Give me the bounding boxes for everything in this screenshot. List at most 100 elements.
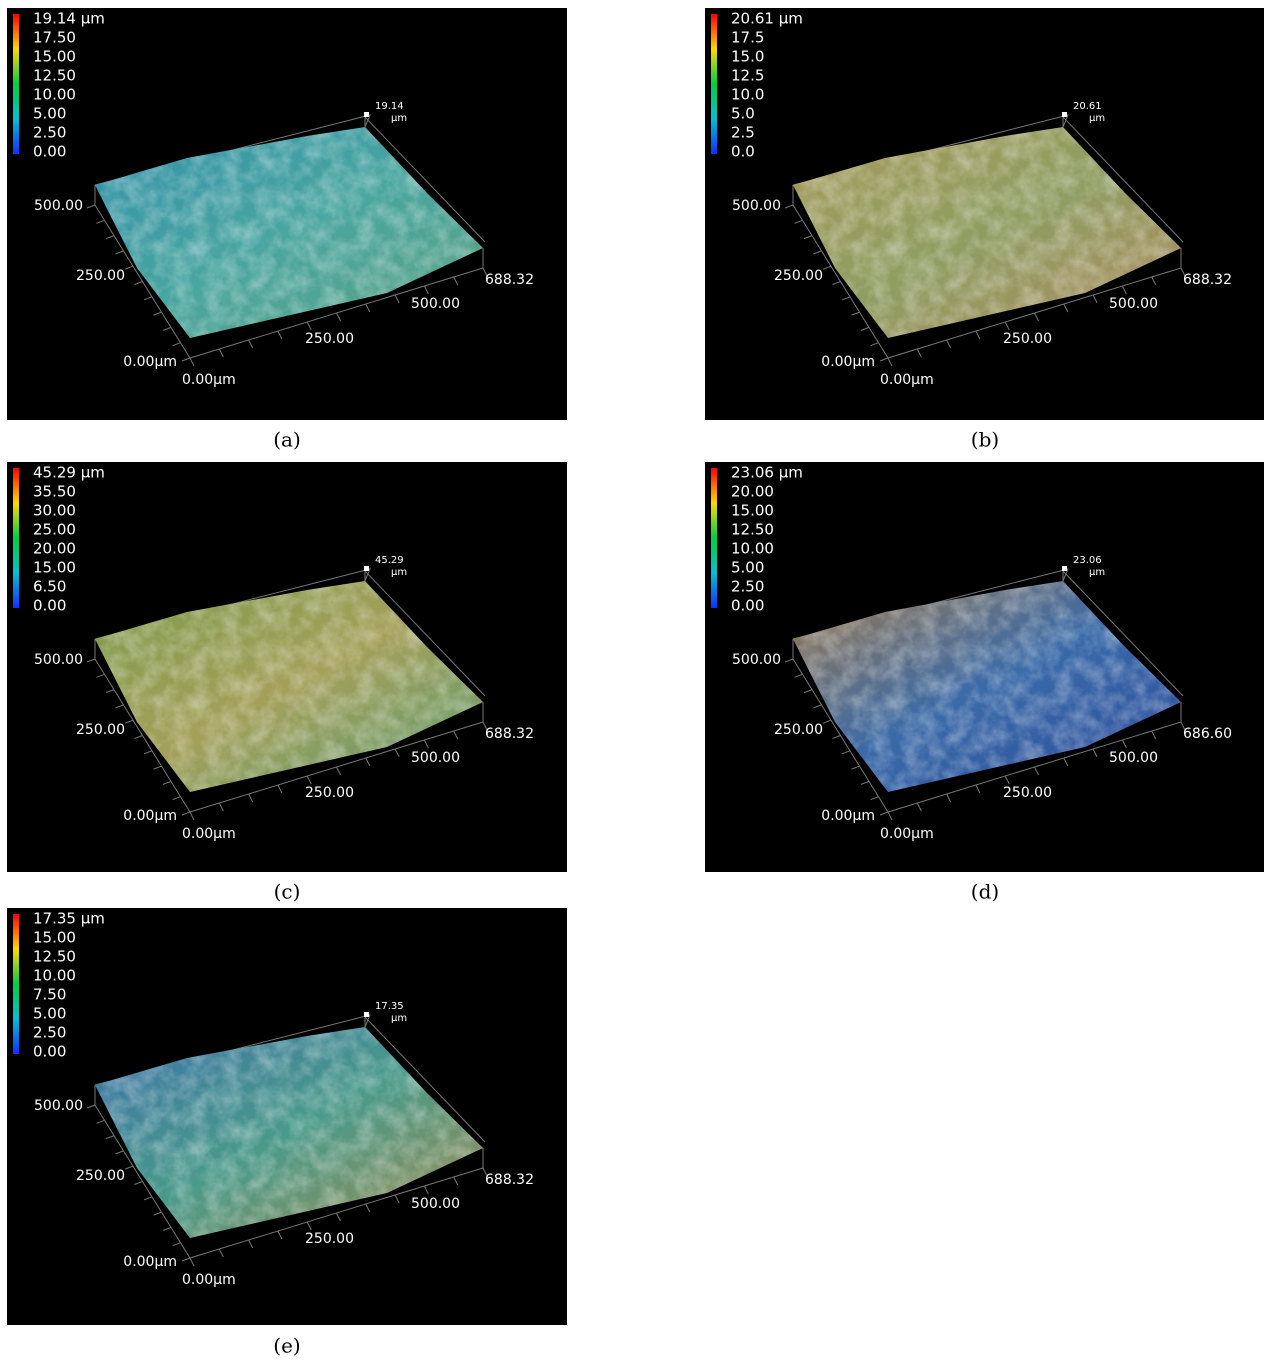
z-value: 23.06 [1073, 555, 1102, 566]
y-axis-label: 250.00 [76, 1168, 125, 1184]
x-axis-label: 250.00 [305, 1231, 354, 1247]
legend-tick: 10.00 [33, 967, 76, 985]
x-axis-label: 688.32 [485, 1172, 534, 1188]
z-unit: µm [1089, 567, 1105, 578]
y-axis-label: 0.00µm [821, 354, 875, 370]
y-axis-label: 0.00µm [123, 1254, 177, 1270]
z-unit: µm [391, 1013, 407, 1024]
x-axis-label: 0.00µm [880, 372, 934, 388]
legend-tick: 17.5 [731, 29, 764, 47]
caption: (d) [971, 880, 999, 904]
panel: 23.06µm23.06 µm20.0015.0012.5010.005.002… [705, 462, 1264, 872]
x-axis-label: 250.00 [305, 785, 354, 801]
z-marker [364, 566, 369, 571]
legend-tick: 17.50 [33, 29, 76, 47]
legend-tick: 2.50 [33, 124, 66, 142]
x-axis-label: 500.00 [411, 750, 460, 766]
x-axis-label: 0.00µm [182, 1272, 236, 1288]
color-bar [13, 14, 19, 154]
legend-tick: 5.00 [33, 1005, 66, 1023]
z-marker [364, 112, 369, 117]
legend-title: 45.29 µm [33, 464, 105, 482]
legend-tick: 2.5 [731, 124, 755, 142]
y-axis-label: 0.00µm [821, 808, 875, 824]
legend-tick: 15.00 [33, 929, 76, 947]
x-axis-label: 688.32 [485, 726, 534, 742]
panel: 20.61µm20.61 µm17.515.012.510.05.02.50.0… [705, 8, 1264, 420]
y-axis-label: 500.00 [732, 198, 781, 214]
legend-tick: 10.0 [731, 86, 764, 104]
x-axis-label: 250.00 [305, 331, 354, 347]
y-axis-label: 500.00 [732, 652, 781, 668]
legend-tick: 0.00 [33, 1043, 66, 1061]
legend-tick: 0.00 [731, 597, 764, 615]
color-bar [711, 14, 717, 154]
panel: 45.29µm 45.29 µm35.5030.0025.0020.0015.00… [7, 462, 567, 872]
z-unit: µm [1089, 113, 1105, 124]
x-axis-label: 686.60 [1183, 726, 1232, 742]
z-unit: µm [391, 113, 407, 124]
legend-tick: 6.50 [33, 578, 66, 596]
z-marker [1062, 566, 1067, 571]
caption: (c) [274, 880, 301, 904]
legend-tick: 7.50 [33, 986, 66, 1004]
legend-tick: 25.00 [33, 521, 76, 539]
legend-tick: 30.00 [33, 502, 76, 520]
x-axis-label: 688.32 [485, 272, 534, 288]
z-value: 45.29 [375, 555, 404, 566]
caption: (a) [273, 428, 301, 452]
legend-tick: 0.00 [33, 143, 66, 161]
color-bar [711, 468, 717, 608]
y-axis-label: 0.00µm [123, 354, 177, 370]
legend-title: 23.06 µm [731, 464, 803, 482]
legend-tick: 2.50 [731, 578, 764, 596]
legend-tick: 10.00 [33, 86, 76, 104]
legend-tick: 35.50 [33, 483, 76, 501]
legend-tick: 5.00 [731, 559, 764, 577]
legend-tick: 20.00 [731, 483, 774, 501]
x-axis-label: 250.00 [1003, 785, 1052, 801]
legend-tick: 10.00 [731, 540, 774, 558]
x-axis-label: 0.00µm [182, 372, 236, 388]
legend-tick: 2.50 [33, 1024, 66, 1042]
y-axis-label: 0.00µm [123, 808, 177, 824]
legend-tick: 12.50 [731, 521, 774, 539]
y-axis-label: 500.00 [34, 1098, 83, 1114]
caption: (b) [971, 428, 999, 452]
x-axis-label: 500.00 [411, 1196, 460, 1212]
y-axis-label: 500.00 [34, 652, 83, 668]
legend-title: 20.61 µm [731, 10, 803, 28]
x-axis-label: 500.00 [1109, 296, 1158, 312]
legend-tick: 15.00 [33, 559, 76, 577]
y-axis-label: 250.00 [76, 722, 125, 738]
panel: 19.14µm19.14 µm17.5015.0012.5010.005.002… [7, 8, 567, 420]
legend-tick: 15.00 [33, 48, 76, 66]
legend-tick: 20.00 [33, 540, 76, 558]
x-axis-label: 250.00 [1003, 331, 1052, 347]
y-axis-label: 250.00 [774, 722, 823, 738]
legend-tick: 15.0 [731, 48, 764, 66]
z-value: 17.35 [375, 1001, 404, 1012]
z-value: 19.14 [375, 101, 404, 112]
caption: (e) [273, 1334, 300, 1358]
legend-tick: 0.00 [33, 597, 66, 615]
color-bar [13, 914, 19, 1054]
legend-tick: 12.50 [33, 67, 76, 85]
legend-tick: 0.0 [731, 143, 755, 161]
legend-tick: 12.50 [33, 948, 76, 966]
color-bar [13, 468, 19, 608]
y-axis-label: 500.00 [34, 198, 83, 214]
figure: 19.14µm19.14 µm17.5015.0012.5010.005.002… [0, 0, 1264, 1360]
x-axis-label: 0.00µm [182, 826, 236, 842]
legend-tick: 15.00 [731, 502, 774, 520]
x-axis-label: 688.32 [1183, 272, 1232, 288]
legend-title: 17.35 µm [33, 910, 105, 928]
legend-tick: 5.0 [731, 105, 755, 123]
z-unit: µm [391, 567, 407, 578]
x-axis-label: 500.00 [1109, 750, 1158, 766]
legend-tick: 5.00 [33, 105, 66, 123]
panel: 17.35µm 17.35 µm15.0012.5010.007.505.002.… [7, 908, 567, 1325]
y-axis-label: 250.00 [774, 268, 823, 284]
x-axis-label: 0.00µm [880, 826, 934, 842]
z-marker [1062, 112, 1067, 117]
